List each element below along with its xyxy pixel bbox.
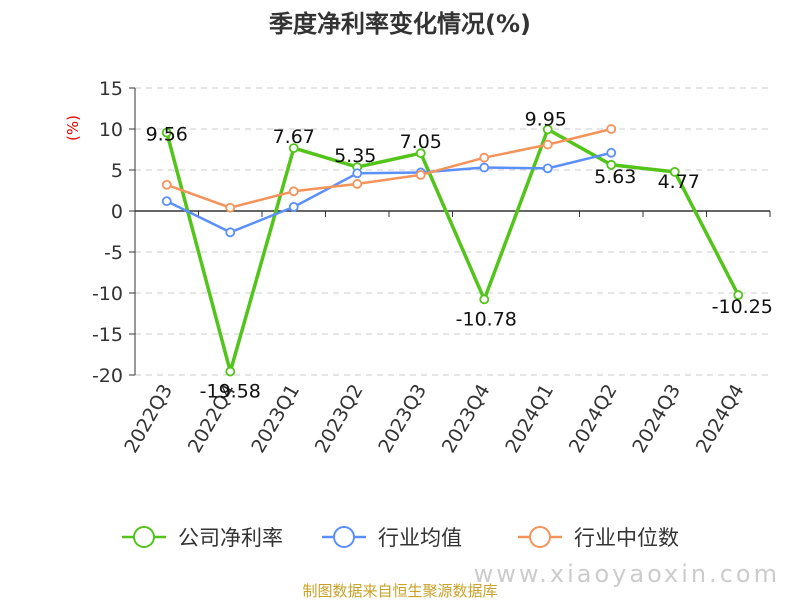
series-point [606,159,617,170]
legend-label: 行业中位数 [574,526,679,550]
series-point [733,290,744,300]
data-label: 9.56 [146,124,188,146]
series-point [161,196,172,207]
series-point [415,170,426,180]
data-label: -19.58 [200,381,261,403]
series-point [542,124,553,135]
series-point [352,179,363,189]
y-tick-label: -10 [92,283,123,305]
series-point [288,201,299,212]
y-tick-label: -5 [104,242,123,264]
series-point [542,163,553,174]
x-tick-label: 2024Q3 [628,381,685,457]
data-label: -10.25 [712,296,773,318]
data-label: 5.63 [594,166,636,188]
source-note: 制图数据来自恒生聚源数据库 [302,582,497,600]
legend-swatch-marker [133,526,155,548]
x-tick-label: 2022Q3 [120,381,177,457]
y-tick-label: 5 [111,160,123,182]
legend-swatch-marker [529,526,551,548]
y-tick-label: -20 [92,365,123,387]
data-label: -10.78 [456,308,517,330]
data-label: 7.67 [273,126,315,148]
series-point [288,143,299,154]
y-tick-label: 0 [111,201,123,223]
y-tick-label: 15 [99,78,123,100]
series-point [225,202,236,213]
series-line [165,127,740,374]
legend-label: 行业均值 [378,526,462,550]
series-point [479,162,490,173]
series-point [415,148,426,159]
data-label: 4.77 [658,171,700,193]
series-point [606,147,617,158]
y-tick-label: -15 [92,324,123,346]
series-point [669,166,680,177]
data-label: 9.95 [525,108,567,130]
x-tick-label: 2023Q2 [311,381,368,457]
y-tick-label: 10 [99,119,123,141]
legend-swatch-marker [333,526,355,548]
series-point [606,124,617,134]
series-point [225,366,236,377]
data-label: 5.35 [334,145,376,167]
x-tick-label: 2024Q4 [692,381,749,457]
series-point [161,127,172,138]
x-tick-label: 2024Q2 [565,381,622,457]
series-point [542,139,553,150]
y-axis-unit: (%) [64,115,82,141]
series-point [161,179,172,190]
legend-label: 公司净利率 [178,526,283,550]
data-label: 7.05 [400,131,442,153]
x-tick-label: 2024Q1 [501,381,558,457]
series-point [479,294,490,305]
series-point [288,186,299,197]
series-line [166,127,612,209]
legend: 公司净利率 行业均值 行业中位数 [122,526,679,550]
x-tick-label: 2023Q4 [438,381,495,457]
series-point [352,168,363,179]
series-line [166,151,612,234]
series-lines [161,124,744,377]
x-tick-label: 2023Q3 [374,381,431,457]
chart-title: 季度净利率变化情况(%) [269,10,531,38]
series-point [225,227,236,238]
watermark: www.xiaoyaoxin.com [474,560,780,588]
axes [129,87,771,376]
y-tick-labels: 15 10 5 0 -5 -10 -15 -20 [92,78,123,387]
data-labels: 9.56 -19.58 7.67 5.35 7.05 -10.78 9.95 5.63 4.77… [146,108,773,402]
series-point [479,152,490,163]
